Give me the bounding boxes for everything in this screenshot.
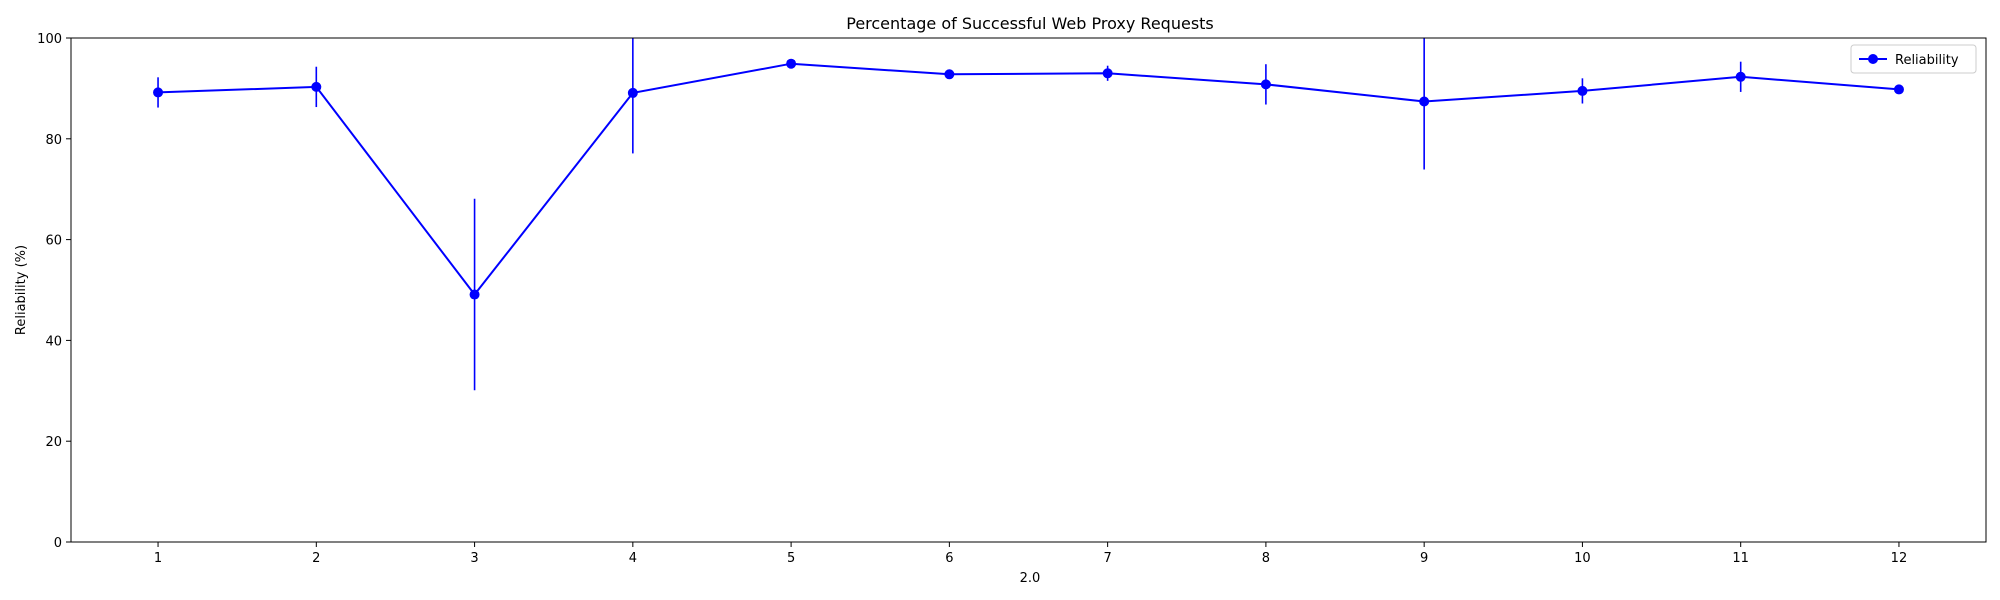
y-tick-label: 0 xyxy=(54,536,62,551)
plot-frame xyxy=(70,37,1987,543)
y-tick-label: 60 xyxy=(45,234,62,249)
legend-label: Reliability xyxy=(1895,53,1959,68)
x-tick-label: 8 xyxy=(1262,551,1270,566)
series-line xyxy=(158,62,1900,297)
plot-area xyxy=(153,38,1904,391)
x-tick-label: 7 xyxy=(1103,551,1111,566)
x-tick-label: 6 xyxy=(945,551,953,566)
y-tick-label: 100 xyxy=(37,32,62,47)
legend-marker xyxy=(1868,54,1878,64)
data-point xyxy=(1102,68,1113,79)
data-point xyxy=(1893,84,1904,95)
x-tick-label: 4 xyxy=(629,551,637,566)
data-point xyxy=(311,81,322,92)
y-tick-label: 80 xyxy=(45,133,62,148)
data-point xyxy=(786,58,797,69)
data-point xyxy=(1419,96,1430,107)
data-point xyxy=(1577,85,1588,96)
data-point xyxy=(944,69,955,80)
x-axis-label: 2.0 xyxy=(1020,571,1041,586)
data-point xyxy=(1260,79,1271,90)
legend-box xyxy=(1850,44,1977,74)
x-tick-label: 2 xyxy=(312,551,320,566)
y-tick-label: 40 xyxy=(45,334,62,349)
x-axis: 1 2 3 4 5 6 7 8 9 10 11 12 xyxy=(154,542,1907,566)
data-point xyxy=(153,87,164,98)
x-tick-label: 10 xyxy=(1574,551,1591,566)
data-point xyxy=(627,87,638,98)
x-tick-label: 11 xyxy=(1732,551,1749,566)
x-tick-label: 12 xyxy=(1891,551,1908,566)
data-point xyxy=(469,289,480,300)
x-tick-label: 9 xyxy=(1420,551,1428,566)
chart-title: Percentage of Successful Web Proxy Reque… xyxy=(846,14,1214,33)
x-tick-label: 3 xyxy=(470,551,478,566)
y-axis: 0 20 40 60 80 100 xyxy=(37,32,71,551)
legend: Reliability xyxy=(1850,44,1977,74)
y-axis-label: Reliability (%) xyxy=(14,245,29,335)
y-tick-label: 20 xyxy=(45,435,62,450)
data-point xyxy=(1735,71,1746,82)
x-tick-label: 5 xyxy=(787,551,795,566)
x-tick-label: 1 xyxy=(154,551,162,566)
